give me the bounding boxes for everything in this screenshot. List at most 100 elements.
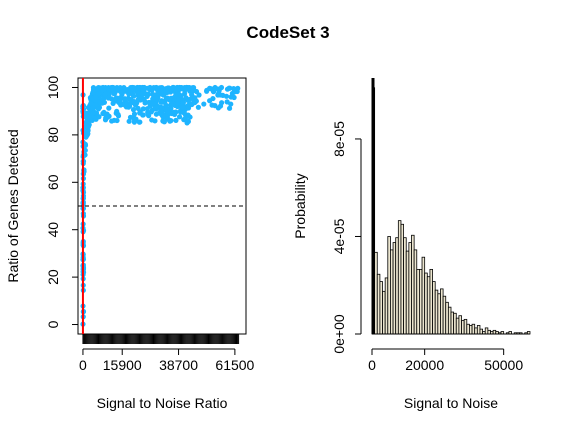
scatter-point [235,85,241,91]
scatter-point [131,116,137,122]
histogram-x-tick-label: 20000 [405,357,444,373]
scatter-point [82,142,89,148]
scatter-point [176,114,183,120]
scatter-y-axis-label: Ratio of Genes Detected [5,129,21,282]
scatter-point [158,99,164,105]
scatter-point [196,92,202,98]
scatter-point [165,116,171,122]
scatter-y-tick-label: 100 [45,76,61,100]
scatter-y-tick-label: 0 [45,320,61,328]
scatter-point [130,86,137,92]
scatter-point [195,104,201,110]
scatter-point [193,98,199,104]
scatter-point [111,117,117,123]
scatter-point [224,99,230,105]
histogram-y-tick-label: 0e+00 [331,314,347,354]
scatter-point [180,85,186,91]
scatter-point [172,111,178,118]
scatter-panel: 0 20 40 60 80 100 0 15900 38700 61500 Signal to N… [5,76,255,411]
scatter-point [108,96,115,102]
scatter-point [168,105,174,112]
scatter-point [140,84,146,91]
scatter-point [173,117,179,123]
scatter-point [187,114,193,120]
scatter-point [154,104,160,110]
scatter-point [131,98,137,105]
scatter-point [101,109,107,116]
scatter-point [212,103,218,109]
scatter-point [140,106,146,112]
scatter-point [126,118,132,124]
scatter-point [82,147,88,153]
scatter-rug [82,334,240,344]
scatter-x-tick-label: 61500 [215,357,254,373]
scatter-point [145,112,151,118]
scatter-point [122,102,128,108]
scatter-point [215,86,221,92]
scatter-point [164,95,170,101]
scatter-point [155,95,161,101]
histogram-axes: 0e+00 4e-05 8e-05 0 20000 50000 [331,78,530,373]
scatter-point [141,89,147,95]
scatter-point [180,105,186,111]
chart-title: CodeSet 3 [246,23,329,42]
scatter-point [136,95,142,101]
scatter-y-tick-label: 40 [45,222,61,238]
scatter-point [164,89,171,95]
scatter-point [147,84,153,91]
scatter-point [102,91,109,97]
scatter-point [85,131,91,137]
scatter-point [130,107,137,113]
histogram-y-tick-label: 4e-05 [331,218,347,254]
scatter-point [216,90,222,96]
scatter-point [104,114,111,120]
scatter-point [113,95,119,101]
scatter-point [94,86,100,92]
scatter-point [160,118,166,124]
scatter-point [231,89,237,95]
scatter-point [207,98,213,104]
scatter-point [137,110,143,116]
scatter-point [100,96,106,102]
scatter-point [95,106,102,112]
scatter-x-tick-label: 38700 [159,357,198,373]
scatter-point [163,102,169,108]
histogram-bars [371,87,531,335]
scatter-point [122,96,128,102]
scatter-point [201,101,207,107]
scatter-point [147,103,153,109]
scatter-point [227,85,233,91]
scatter-point [84,116,90,122]
histogram-x-tick-label: 0 [368,357,376,373]
scatter-point [144,93,150,100]
scatter-point [219,100,225,106]
scatter-point [90,105,96,111]
scatter-point [226,105,233,111]
scatter-point [157,85,163,91]
scatter-point [158,89,164,96]
scatter-point [170,84,176,91]
scatter-point [168,101,174,107]
scatter-y-tick-label: 60 [45,174,61,190]
scatter-point [165,85,171,91]
scatter-x-tick-label: 15900 [103,357,142,373]
histogram-panel: 0e+00 4e-05 8e-05 0 20000 50000 Signal to Noi… [292,78,531,411]
scatter-point [84,112,90,118]
scatter-axes: 0 20 40 60 80 100 0 15900 38700 61500 [45,76,255,373]
scatter-point [142,98,148,104]
scatter-point [165,112,171,118]
scatter-point [110,84,116,91]
scatter-y-tick-label: 80 [45,127,61,143]
scatter-point [149,117,155,123]
scatter-point [185,118,191,125]
scatter-point [189,85,195,91]
scatter-point [161,112,167,118]
scatter-point [112,90,118,96]
scatter-x-tick-label: 0 [79,357,87,373]
scatter-point [131,111,138,117]
scatter-point [126,91,132,97]
scatter-point [136,119,142,125]
scatter-y-tick-label: 20 [45,269,61,285]
